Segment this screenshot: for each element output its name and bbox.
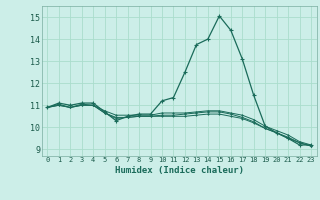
X-axis label: Humidex (Indice chaleur): Humidex (Indice chaleur) [115,166,244,175]
